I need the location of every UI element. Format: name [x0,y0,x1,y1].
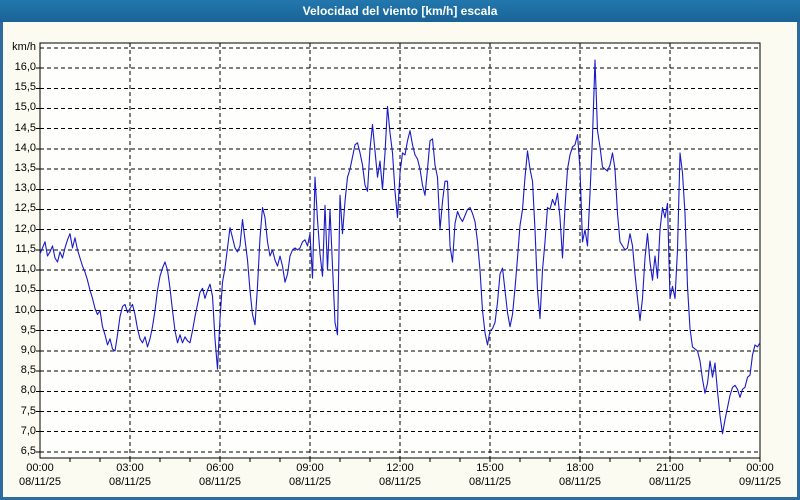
wind-speed-series [39,59,761,435]
title-bar: Velocidad del viento [km/h] escala [0,0,800,22]
window-title: Velocidad del viento [km/h] escala [302,4,498,18]
chart-area: 16,0 15,5 15,0 14,5 14,0 13,5 13,0 12,5 12,0 11,5… [0,22,800,500]
